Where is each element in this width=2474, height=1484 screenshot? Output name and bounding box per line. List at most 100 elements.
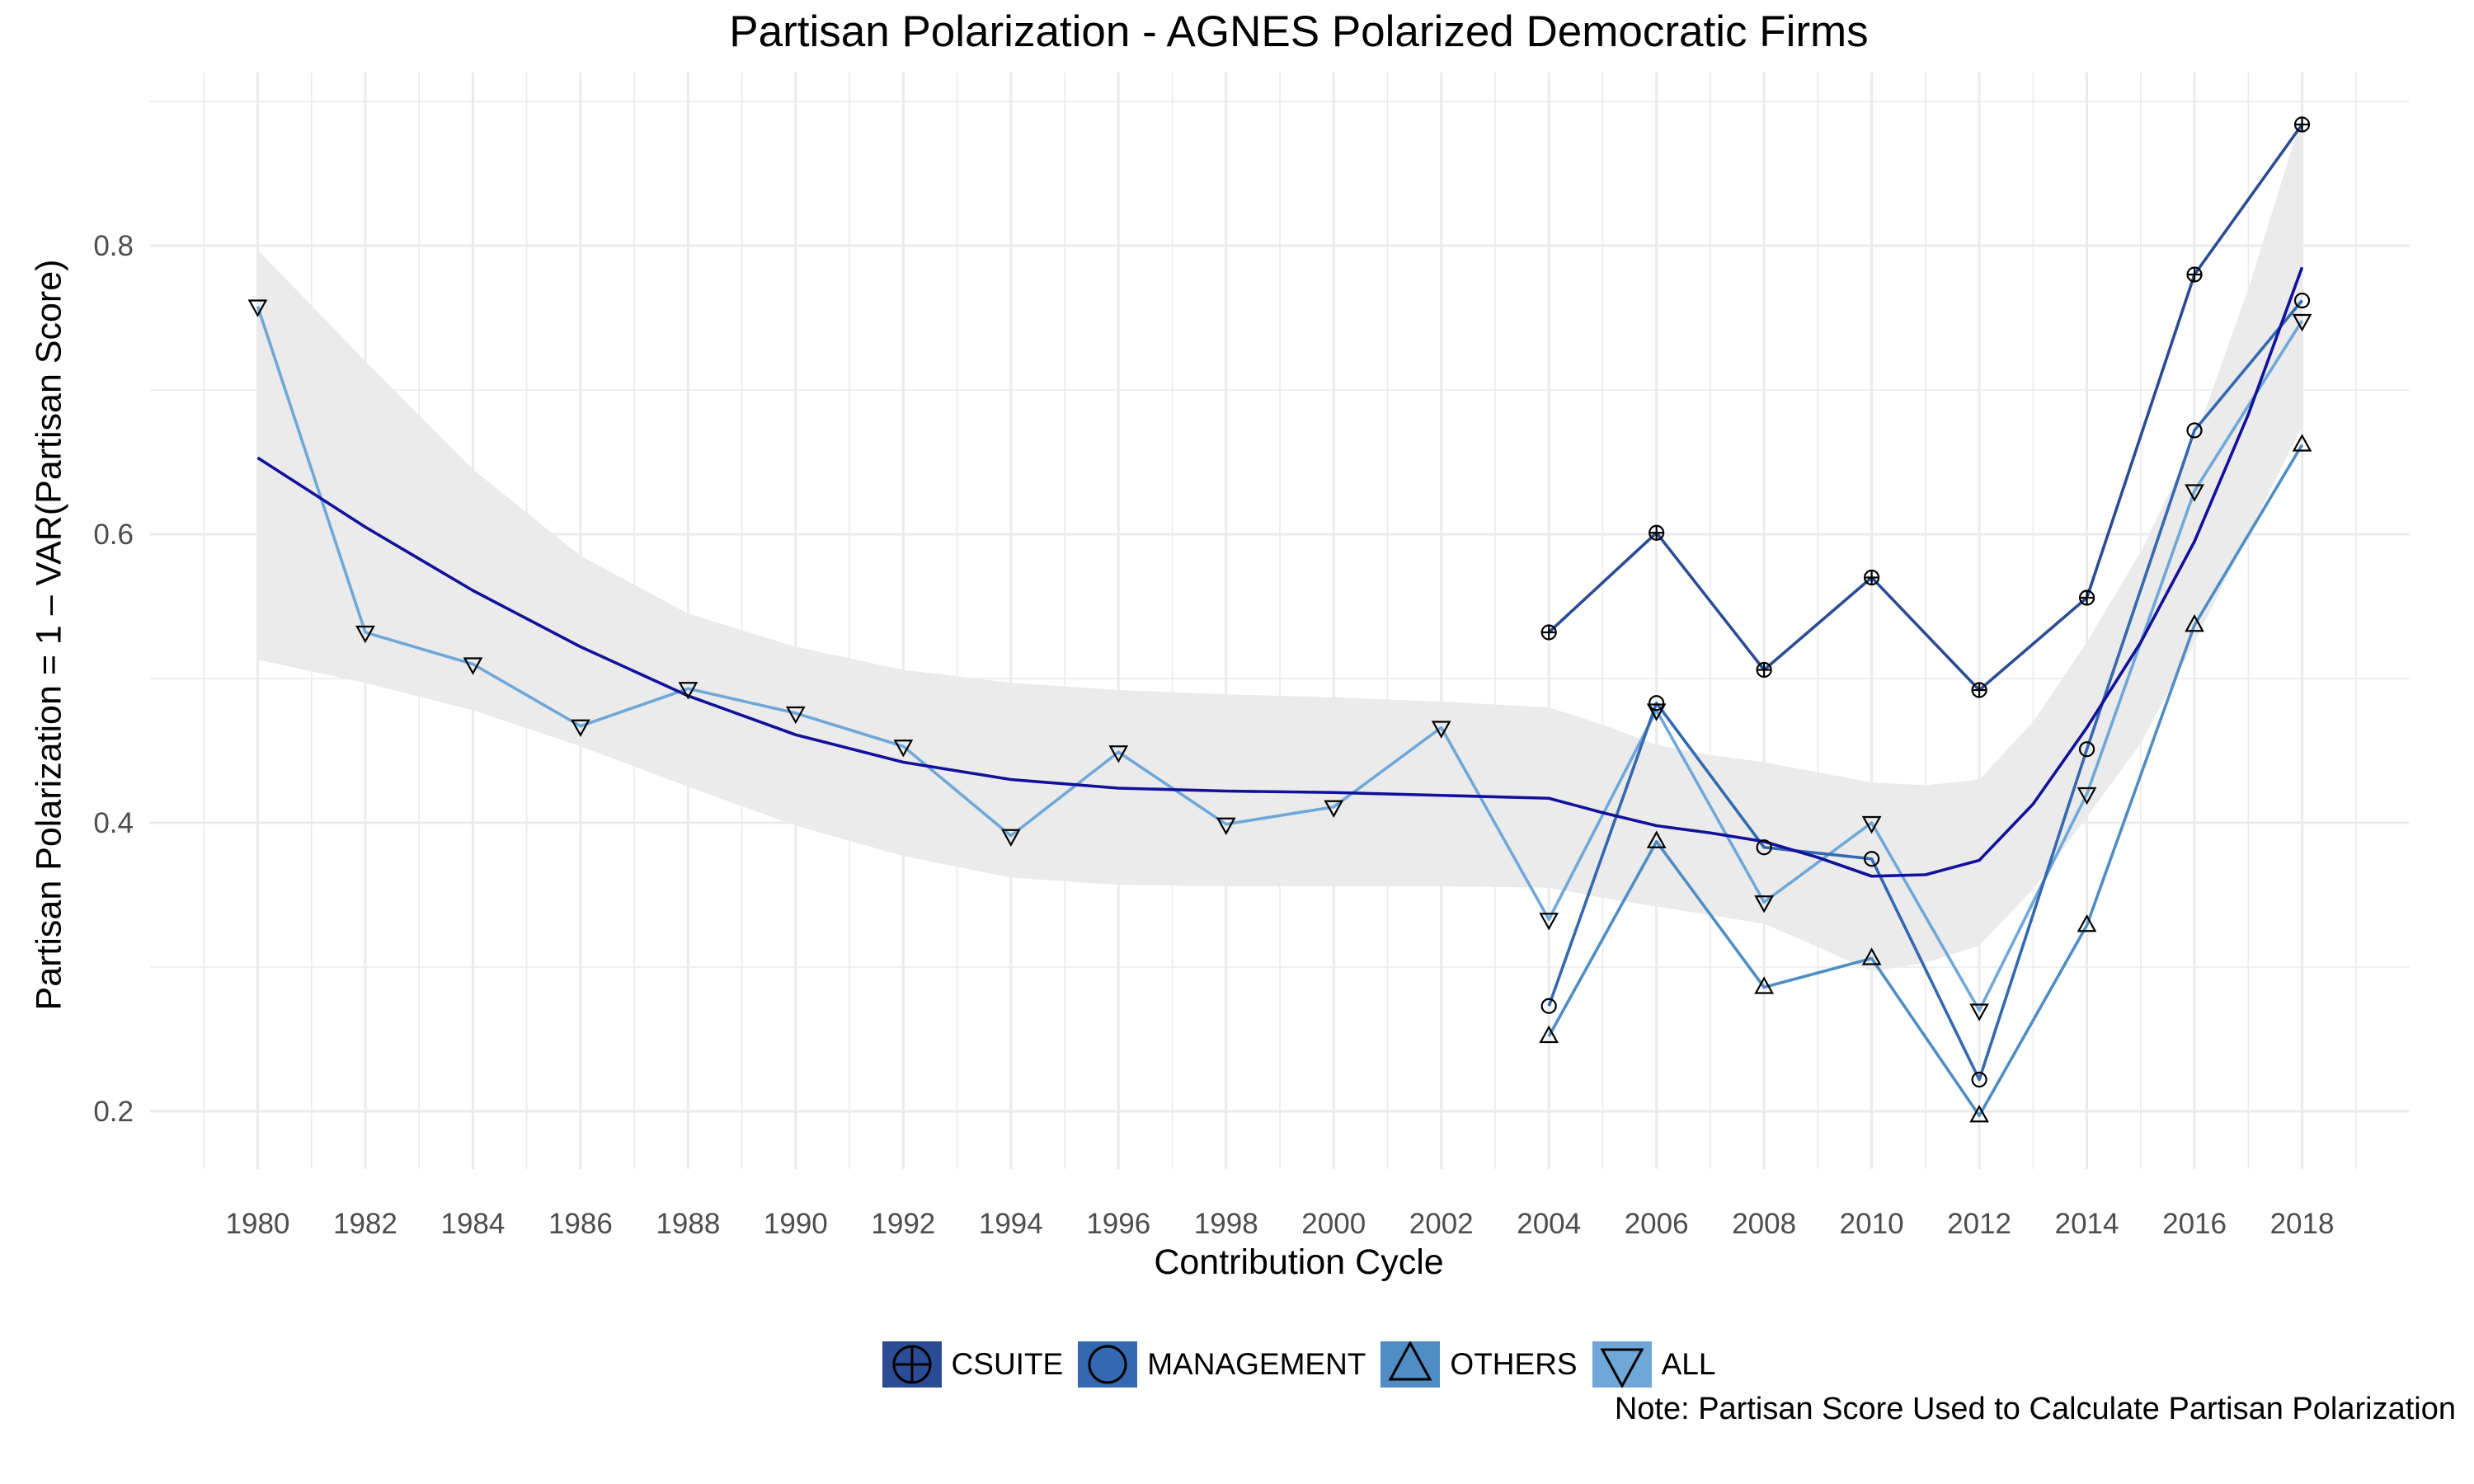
series-line-all (256, 305, 2304, 1012)
marker-triangle (1861, 815, 1882, 834)
marker-triangle (1754, 895, 1775, 913)
data-point-csuite (1756, 661, 1772, 679)
x-tick-label: 2012 (1947, 1208, 2011, 1240)
legend-key-background (1592, 1341, 1652, 1388)
marker-triangle (678, 682, 698, 700)
data-point-all (1000, 829, 1021, 848)
data-point-others (1754, 976, 1775, 994)
legend-label-others: OTHERS (1450, 1347, 1578, 1381)
series-line-others (1547, 444, 2304, 1118)
legend-item-all: ALL (1592, 1341, 1716, 1388)
confidence-band (257, 115, 2302, 972)
marker-triangle (1754, 976, 1775, 994)
marker-ring (2078, 741, 2095, 758)
data-point-all (247, 299, 268, 317)
data-point-csuite (2186, 266, 2203, 283)
marker-triangle (785, 706, 806, 725)
legend-item-csuite: CSUITE (882, 1341, 1064, 1388)
series-line-csuite (1547, 123, 2303, 692)
x-tick-label: 2018 (2270, 1208, 2335, 1240)
triangle-up-icon (1380, 1341, 1441, 1388)
data-point-csuite (1649, 524, 1665, 541)
x-tick-label: 1992 (871, 1208, 935, 1240)
data-point-all (1108, 745, 1129, 763)
legend-item-management: MANAGEMENT (1078, 1341, 1366, 1388)
marker-ring (1864, 851, 1880, 867)
x-tick-label: 1990 (764, 1208, 828, 1240)
marker-triangle (2077, 913, 2097, 932)
x-tick-label: 1996 (1086, 1208, 1150, 1240)
legend-key-background (1078, 1341, 1138, 1388)
data-point-management (2186, 422, 2203, 439)
data-point-all (1324, 800, 1344, 819)
trend-line (256, 266, 2304, 878)
marker-ring (2293, 292, 2311, 309)
data-point-all (893, 740, 914, 758)
data-point-csuite (2078, 589, 2095, 606)
y-tick-label: 0.8 (93, 230, 134, 262)
data-point-csuite (1864, 569, 1880, 586)
data-point-all (678, 682, 698, 700)
data-point-others (1539, 1025, 1559, 1044)
marker-triangle (1000, 829, 1021, 848)
triangle-down-icon (1592, 1341, 1652, 1388)
legend-label-management: MANAGEMENT (1147, 1347, 1366, 1381)
marker-triangle (1108, 745, 1129, 763)
marker-triangle (893, 740, 914, 758)
marker-triangle (1216, 817, 1236, 836)
legend-key-background (1380, 1341, 1441, 1388)
x-tick-label: 2010 (1840, 1208, 1904, 1240)
x-tick-label: 2006 (1625, 1208, 1689, 1240)
marker-ring (1756, 839, 1772, 856)
x-axis-label: Contribution Cycle (1154, 1242, 1444, 1282)
legend-label-all: ALL (1661, 1347, 1716, 1381)
marker-triangle (2292, 313, 2312, 332)
marker-triangle (1431, 721, 1451, 739)
y-tick-label: 0.4 (93, 807, 134, 839)
data-point-all (1539, 913, 1559, 931)
x-tick-label: 1994 (979, 1208, 1043, 1240)
y-tick-label: 0.2 (93, 1096, 134, 1128)
series-line-management (1547, 299, 2303, 1082)
x-tick-label: 1982 (333, 1208, 397, 1240)
x-tick-label: 1980 (226, 1208, 290, 1240)
marker-triangle (1646, 830, 1667, 848)
marker-triangle (2292, 434, 2312, 452)
x-tick-label: 2014 (2055, 1208, 2119, 1240)
marker-ring (1971, 1071, 1987, 1088)
data-point-csuite (1540, 624, 1557, 641)
data-point-all (1861, 815, 1882, 834)
data-point-csuite (2293, 116, 2311, 133)
y-axis-label-text: Partisan Polarization = 1 – VAR(Partisan… (29, 259, 69, 1011)
data-point-all (2185, 484, 2204, 502)
marker-triangle (2185, 484, 2204, 502)
x-tick-label: 2016 (2162, 1208, 2227, 1240)
data-point-all (463, 657, 483, 675)
data-point-all (571, 719, 590, 738)
marker-triangle (355, 625, 375, 644)
data-point-all (2077, 787, 2097, 805)
data-point-csuite (1971, 682, 1987, 698)
data-point-all (2292, 313, 2312, 332)
x-tick-label: 1998 (1194, 1208, 1258, 1240)
data-point-others (2185, 613, 2204, 632)
x-tick-label: 2004 (1517, 1208, 1581, 1240)
marker-triangle (2077, 787, 2097, 805)
data-point-all (785, 706, 806, 725)
legend-label-csuite: CSUITE (951, 1347, 1064, 1381)
marker-triangle (1969, 1104, 1989, 1123)
x-tick-label: 2008 (1732, 1208, 1796, 1240)
data-point-others (1646, 830, 1667, 848)
circle-icon (1078, 1341, 1138, 1388)
data-point-all (355, 625, 375, 644)
data-point-management (2293, 292, 2311, 309)
data-point-all (1754, 895, 1775, 913)
x-tick-label: 1988 (656, 1208, 720, 1240)
marker-ring (2186, 422, 2203, 439)
chart-title: Partisan Polarization - AGNES Polarized … (729, 7, 1869, 56)
data-point-management (1971, 1071, 1987, 1088)
circle-plus-icon (882, 1341, 942, 1388)
legend: CSUITE MANAGEMENT OTHERS ALL (0, 1341, 2474, 1388)
data-point-management (1864, 851, 1880, 867)
